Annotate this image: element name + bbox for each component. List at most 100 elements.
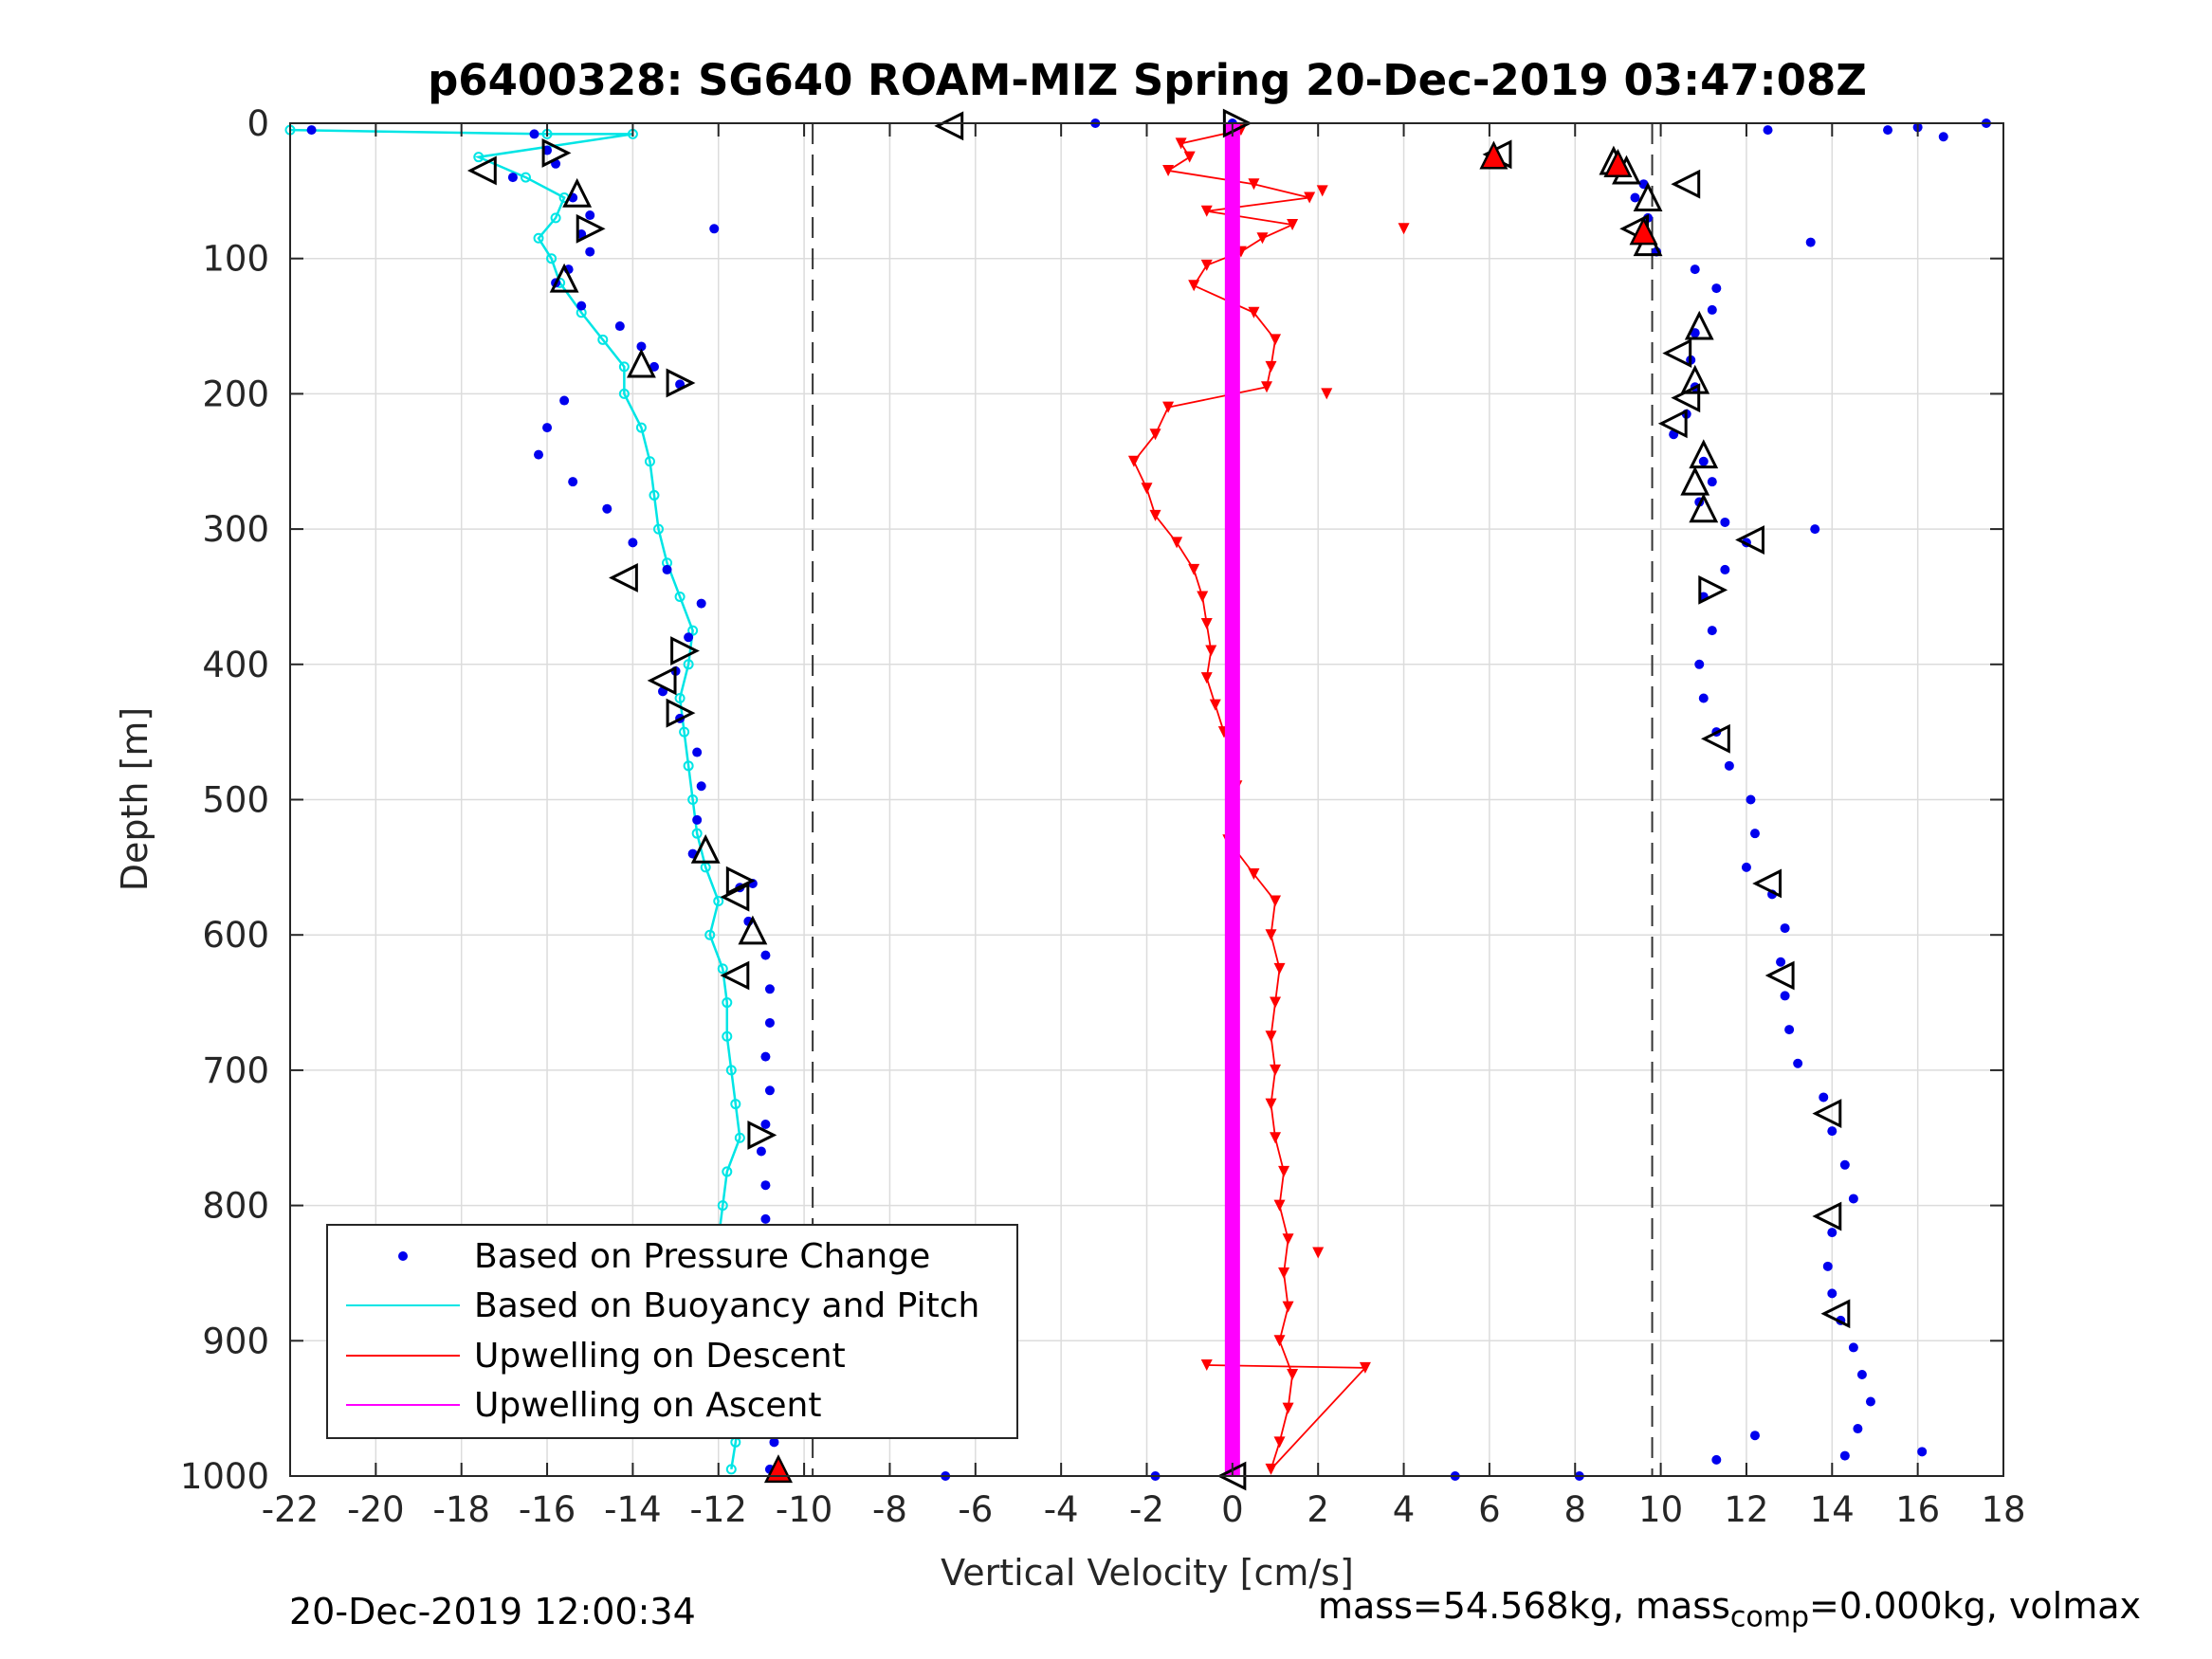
- y-tick-label: 900: [202, 1321, 269, 1361]
- direction-marker: [725, 866, 756, 896]
- pressure-point: [649, 361, 659, 372]
- x-tick-label: -8: [872, 1489, 907, 1530]
- descent-point: [1273, 1436, 1286, 1449]
- pressure-point: [576, 301, 587, 311]
- pressure-point: [1776, 957, 1786, 967]
- descent-point: [1200, 617, 1213, 629]
- direction-marker: [1684, 310, 1714, 340]
- descent-point: [1270, 1064, 1282, 1076]
- buoyancy-point: [717, 963, 728, 975]
- descent-point: [1265, 360, 1277, 373]
- direction-marker: [576, 213, 606, 244]
- pressure-point: [1707, 304, 1717, 315]
- buoyancy-point: [722, 1166, 733, 1177]
- x-tick-label: 4: [1393, 1489, 1416, 1530]
- buoyancy-point: [618, 361, 630, 373]
- pressure-point: [1839, 1450, 1850, 1461]
- direction-marker: [670, 636, 700, 665]
- chart-title: p6400328: SG640 ROAM-MIZ Spring 20-Dec-2…: [428, 55, 1867, 105]
- direction-marker: [1764, 960, 1795, 991]
- pressure-point: [764, 984, 775, 994]
- pressure-point: [534, 449, 544, 460]
- pressure-point: [1848, 1342, 1858, 1353]
- pressure-point: [1749, 829, 1760, 839]
- descent-point: [1359, 1361, 1371, 1374]
- pressure-point: [1827, 1126, 1837, 1137]
- pressure-point: [602, 503, 612, 514]
- pressure-point: [1690, 264, 1700, 275]
- direction-marker: [1812, 1201, 1842, 1231]
- x-tick-label: -22: [262, 1489, 319, 1530]
- direction-marker: [1633, 182, 1663, 211]
- mass-prefix: mass=54.568kg, mass: [1318, 1585, 1730, 1627]
- pressure-point: [1698, 456, 1709, 466]
- y-tick-label: 200: [202, 374, 269, 414]
- filled-marker: [1479, 140, 1508, 170]
- descent-point: [1149, 509, 1161, 521]
- descent-point: [1265, 929, 1277, 941]
- descent-point: [1282, 1301, 1294, 1313]
- pressure-point: [1917, 1447, 1928, 1457]
- descent-point: [1209, 699, 1221, 711]
- x-tick-label: 8: [1563, 1489, 1586, 1530]
- pressure-point: [1819, 1092, 1829, 1103]
- buoyancy-point: [520, 172, 531, 183]
- pressure-point: [760, 1051, 771, 1062]
- buoyancy-point: [618, 388, 630, 399]
- pressure-point: [636, 341, 647, 352]
- pressure-point: [1938, 132, 1948, 142]
- buoyancy-point: [713, 896, 724, 907]
- descent-point: [1127, 455, 1140, 467]
- x-tick-label: -18: [432, 1489, 489, 1530]
- buoyancy-point: [644, 456, 655, 467]
- descent-point: [1200, 205, 1213, 217]
- descent-point: [1175, 137, 1187, 150]
- pressure-point: [306, 125, 317, 136]
- x-tick-label: -4: [1044, 1489, 1079, 1530]
- x-tick-label: 0: [1221, 1489, 1244, 1530]
- pressure-point: [1839, 1159, 1850, 1170]
- pressure-point: [1711, 283, 1722, 294]
- pressure-point: [507, 173, 518, 183]
- pressure-point: [764, 1085, 775, 1096]
- direction-marker: [466, 155, 497, 186]
- descent-point: [1141, 483, 1153, 495]
- direction-marker: [541, 137, 572, 168]
- pressure-point: [1724, 760, 1734, 771]
- mass-suffix: =0.000kg, volmax: [1809, 1585, 2142, 1627]
- buoyancy-point: [674, 591, 686, 602]
- descent-point: [1248, 178, 1260, 191]
- legend-label: Upwelling on Descent: [474, 1337, 846, 1376]
- descent-point: [1265, 1030, 1277, 1043]
- descent-point: [1265, 1098, 1277, 1110]
- pressure-point: [1720, 564, 1730, 574]
- pressure-point: [1630, 192, 1640, 203]
- descent-point: [1287, 1368, 1299, 1380]
- direction-marker: [1671, 383, 1701, 413]
- x-tick-label: -14: [604, 1489, 661, 1530]
- legend-label: Upwelling on Ascent: [474, 1386, 821, 1425]
- descent-point: [1316, 185, 1328, 197]
- descent-point: [1282, 1402, 1294, 1414]
- x-tick-label: 14: [1810, 1489, 1855, 1530]
- buoyancy-point: [725, 1065, 737, 1076]
- pressure-point: [1741, 862, 1751, 872]
- pressure-point: [585, 210, 595, 221]
- pressure-point: [1784, 1025, 1795, 1035]
- buoyancy-point: [687, 625, 699, 636]
- descent-point: [1278, 1165, 1290, 1177]
- y-tick-label: 0: [247, 103, 269, 144]
- legend-swatch-dots: [398, 1251, 408, 1261]
- descent-point: [1200, 259, 1213, 271]
- direction-marker: [609, 563, 638, 592]
- direction-marker: [627, 348, 656, 378]
- pressure-point: [1698, 693, 1709, 703]
- descent-point: [1162, 164, 1175, 176]
- pressure-point: [1853, 1424, 1863, 1434]
- direction-marker: [1700, 723, 1730, 754]
- direction-marker: [1820, 1299, 1851, 1329]
- direction-marker: [1689, 493, 1719, 523]
- pressure-point: [769, 1437, 779, 1448]
- pressure-point: [1707, 626, 1717, 636]
